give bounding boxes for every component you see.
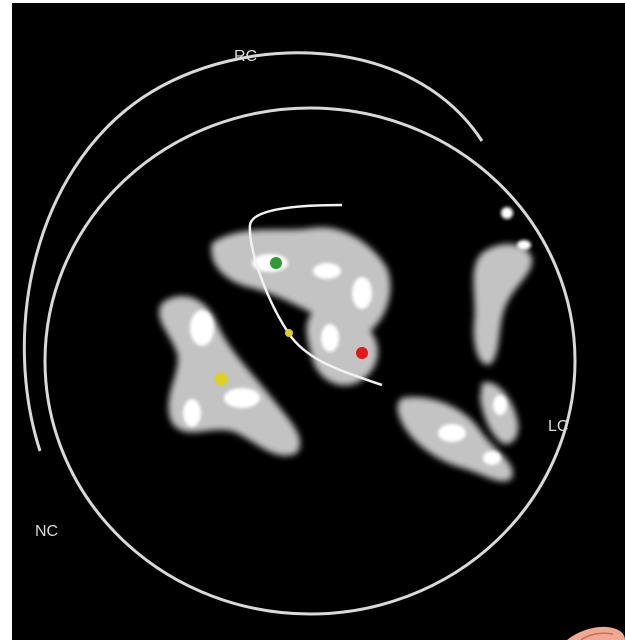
calcified-tissue [159, 227, 533, 482]
calcified-tissue-bright [183, 207, 531, 465]
corner-overlay [567, 626, 625, 640]
label-lc: LC [548, 418, 568, 435]
red-marker[interactable] [356, 347, 368, 359]
green-marker[interactable] [270, 257, 282, 269]
commissure-curve [248, 203, 383, 387]
image-viewer: RC LC NC [12, 3, 625, 640]
label-nc: NC [35, 523, 58, 540]
inner-annulus-ring [43, 106, 577, 616]
ct-scene: RC LC NC [22, 48, 577, 616]
label-rc: RC [234, 48, 257, 65]
yellow-marker-large[interactable] [214, 372, 228, 386]
yellow-marker-small[interactable] [285, 329, 293, 337]
outer-annulus-arc [22, 51, 484, 452]
